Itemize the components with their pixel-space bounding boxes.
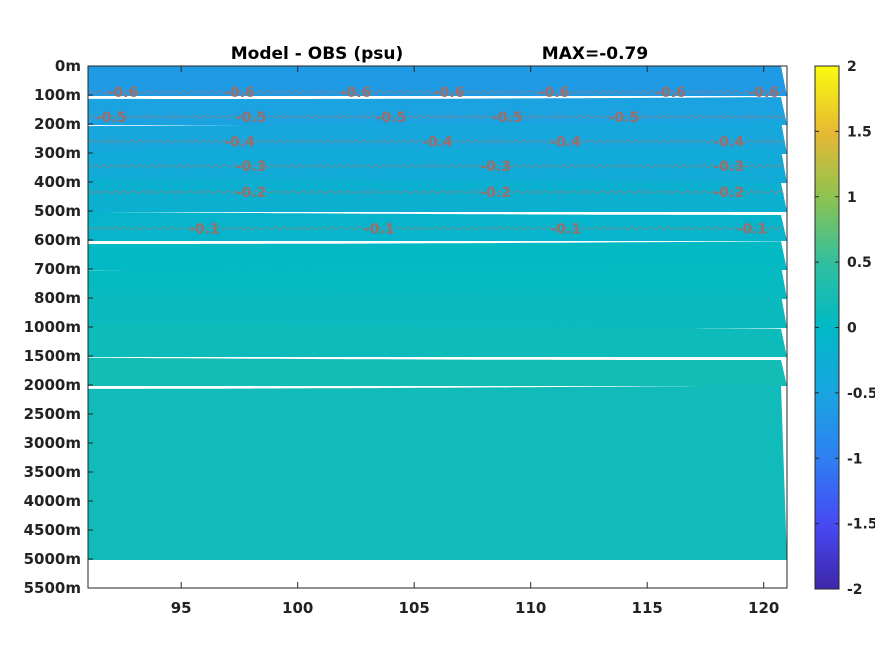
heatmap-band — [88, 324, 787, 357]
contour-label: -0.4 — [550, 134, 581, 150]
y-tick-label: 300m — [34, 144, 81, 162]
y-tick-label: 1000m — [24, 318, 81, 336]
colorbar-tick-label: -2 — [847, 582, 863, 598]
contour-line — [88, 225, 785, 232]
heatmap-band — [88, 241, 787, 270]
contour-label: -0.4 — [422, 134, 453, 150]
contour-label: -0.6 — [108, 85, 139, 101]
heatmap-band — [88, 97, 787, 125]
chart-title: Model - OBS (psu) — [231, 44, 404, 64]
x-tick-label: 105 — [399, 599, 430, 617]
y-tick-label: 800m — [34, 289, 81, 307]
contour-label: -0.5 — [609, 110, 640, 126]
contour-label: -0.2 — [713, 185, 744, 201]
heatmap-band — [88, 211, 787, 241]
contour-label: -0.5 — [492, 110, 523, 126]
heatmap-band — [88, 121, 787, 154]
y-tick-label: 1500m — [24, 347, 81, 365]
contour-line — [88, 114, 785, 120]
contour-label: -0.2 — [480, 185, 511, 201]
colorbar-tick-label: -0.5 — [847, 386, 875, 402]
y-tick-label: 4500m — [24, 521, 81, 539]
colorbar-tick-label: 0 — [847, 321, 857, 337]
contour-label: -0.2 — [236, 185, 267, 201]
plot-area: -0.6 -0.6 -0.6 -0.6 -0.6 -0.6 -0.6-0.5 -0.5 -0.5… — [88, 66, 787, 560]
y-tick-label: 200m — [34, 115, 81, 133]
contour-line — [88, 89, 785, 95]
contour-label: -0.1 — [364, 221, 395, 237]
y-tick-label: 3500m — [24, 463, 81, 481]
y-tick-label: 400m — [34, 173, 81, 191]
contour-label: -0.4 — [713, 134, 744, 150]
contour-label: -0.6 — [341, 85, 372, 101]
heatmap-band — [88, 265, 787, 299]
colorbar-tick-label: 2 — [847, 59, 857, 75]
heatmap-band — [88, 66, 787, 96]
y-tick-label: 4000m — [24, 492, 81, 510]
colorbar-tick-label: -1.5 — [847, 517, 875, 533]
y-tick-label: 3000m — [24, 434, 81, 452]
contour-label: -0.6 — [655, 85, 686, 101]
heatmap-band — [88, 149, 787, 183]
y-tick-label: 600m — [34, 231, 81, 249]
y-tick-label: 700m — [34, 260, 81, 278]
x-tick-label: 110 — [515, 599, 546, 617]
colorbar-tick-label: 0.5 — [847, 255, 872, 271]
contour-label: -0.5 — [236, 110, 267, 126]
x-tick-label: 95 — [171, 599, 192, 617]
heatmap-band — [88, 357, 787, 386]
max-annotation: MAX=-0.79 — [542, 44, 648, 64]
contour-line — [88, 138, 785, 145]
y-tick-label: 2500m — [24, 405, 81, 423]
y-tick-label: 100m — [34, 86, 81, 104]
contour-line — [88, 189, 785, 195]
heatmap-band — [88, 294, 787, 328]
contour-label: -0.6 — [434, 85, 465, 101]
contour-label: -0.3 — [480, 159, 511, 175]
contour-label: -0.1 — [550, 221, 581, 237]
y-tick-label: 500m — [34, 202, 81, 220]
contour-label: -0.4 — [224, 134, 255, 150]
y-tick-label: 5500m — [24, 579, 81, 597]
colorbar: 2 1.5 1 0.5 0 -0.5 -1 -1.5 -2 — [814, 59, 875, 598]
contour-label: -0.5 — [96, 110, 127, 126]
heatmap-band — [88, 178, 787, 212]
x-tick-label: 100 — [282, 599, 313, 617]
colorbar-tick-label: -1 — [847, 451, 863, 467]
colorbar-tick-label: 1 — [847, 190, 857, 206]
y-tick-label: 0m — [55, 57, 81, 75]
contour-label: -0.1 — [189, 221, 220, 237]
y-tick-label: 2000m — [24, 376, 81, 394]
colorbar-tick-label: 1.5 — [847, 124, 872, 140]
contour-line — [88, 163, 785, 169]
contour-label: -0.3 — [236, 159, 267, 175]
heatmap-band — [88, 385, 787, 560]
contour-label: -0.1 — [737, 221, 768, 237]
contour-label: -0.3 — [713, 159, 744, 175]
contour-label: -0.6 — [748, 85, 779, 101]
contour-label: -0.6 — [539, 85, 570, 101]
x-tick-label: 115 — [632, 599, 663, 617]
contour-label: -0.5 — [376, 110, 407, 126]
y-tick-label: 5000m — [24, 550, 81, 568]
x-tick-label: 120 — [748, 599, 779, 617]
contour-label: -0.6 — [224, 85, 255, 101]
